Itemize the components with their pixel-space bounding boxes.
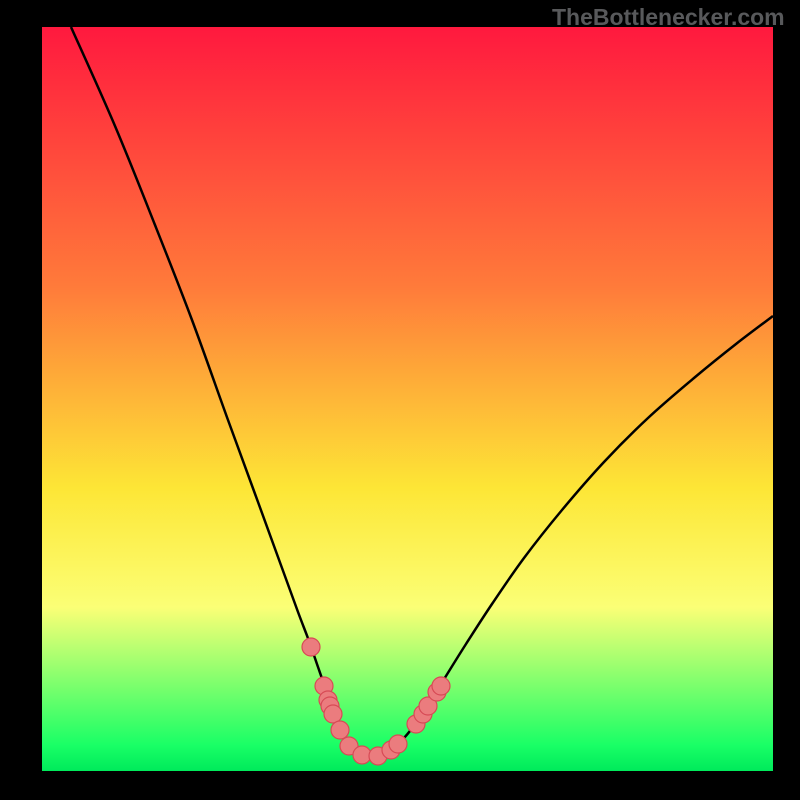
bottleneck-chart bbox=[0, 0, 800, 800]
watermark-text: TheBottlenecker.com bbox=[552, 4, 785, 31]
data-marker bbox=[353, 746, 371, 764]
plot-area bbox=[42, 27, 773, 771]
data-marker bbox=[389, 735, 407, 753]
data-marker bbox=[302, 638, 320, 656]
data-marker bbox=[324, 705, 342, 723]
data-marker bbox=[331, 721, 349, 739]
data-marker bbox=[432, 677, 450, 695]
